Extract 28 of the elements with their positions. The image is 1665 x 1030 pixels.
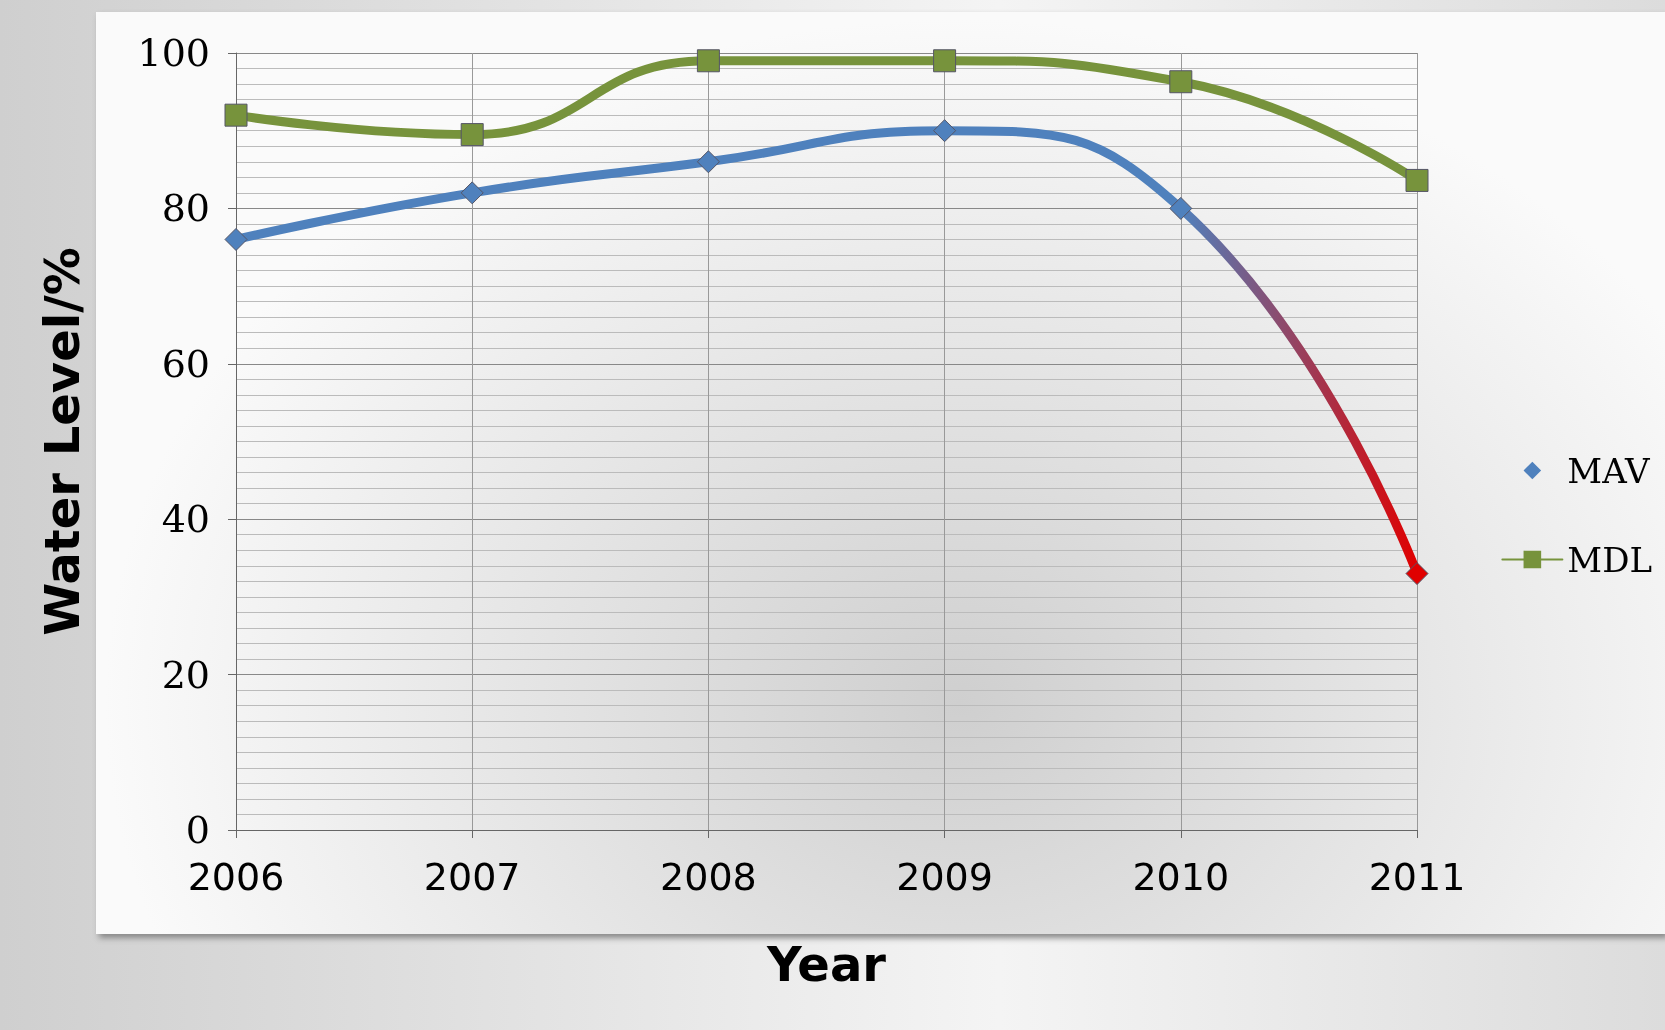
x-tick-label: 2007 — [423, 855, 521, 899]
point — [1169, 196, 1193, 220]
point — [696, 150, 720, 174]
y-tick-label: 40 — [161, 497, 210, 542]
y-tick-label: 60 — [161, 341, 210, 386]
point — [224, 103, 248, 127]
y-tick-label: 20 — [161, 652, 210, 697]
point — [460, 181, 484, 205]
x-tick-label: 2011 — [1368, 855, 1466, 899]
point — [224, 227, 248, 251]
point — [460, 123, 484, 147]
x-tick-label: 2010 — [1132, 855, 1230, 899]
point — [933, 49, 957, 73]
legend-label: MDL — [1567, 539, 1652, 580]
x-tick-label: 2006 — [187, 855, 285, 899]
point — [696, 49, 720, 73]
x-axis-title: Year — [766, 936, 887, 992]
y-tick-label: 80 — [161, 186, 210, 231]
legend-label: MAV — [1567, 450, 1652, 491]
x-tick-label: 2008 — [660, 855, 757, 899]
point — [1405, 562, 1429, 586]
y-axis-title: Water Level/% — [34, 247, 90, 636]
point — [1169, 70, 1193, 94]
point — [1405, 168, 1429, 192]
point — [933, 119, 957, 143]
y-tick-label: 0 — [185, 808, 210, 852]
y-tick-label: 100 — [137, 31, 210, 75]
x-tick-label: 2009 — [896, 855, 993, 899]
